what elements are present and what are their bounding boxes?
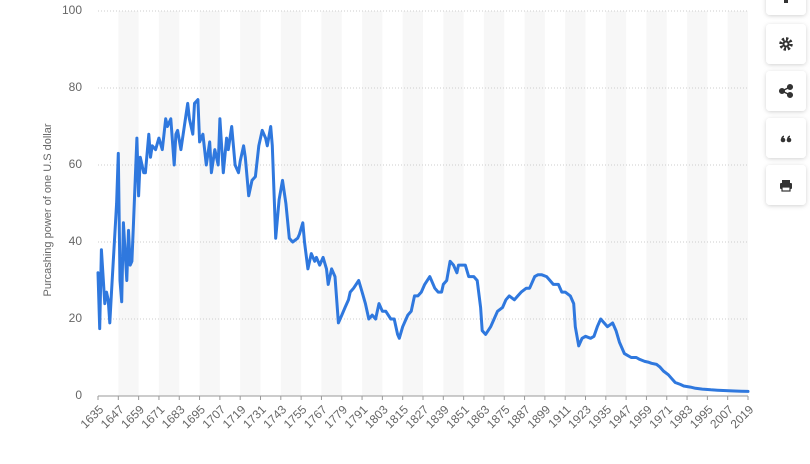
gear-icon — [779, 37, 793, 51]
print-icon — [780, 180, 792, 192]
background-band — [158, 11, 180, 396]
background-band — [402, 11, 423, 396]
plot-area: 0204060801001635164716591671168316951707… — [62, 3, 757, 431]
y-tick-label: 20 — [69, 311, 83, 325]
toolbar — [766, 0, 806, 205]
settings-button[interactable] — [766, 24, 806, 64]
background-band — [605, 11, 627, 396]
background-band — [483, 11, 505, 396]
background-band — [687, 11, 708, 396]
y-tick-label: 80 — [69, 80, 83, 94]
icon — [784, 0, 788, 3]
background-band — [443, 11, 464, 396]
background-band — [240, 11, 261, 396]
background-band — [524, 11, 545, 396]
background-band — [280, 11, 302, 396]
background-band — [727, 11, 748, 396]
x-tick-label: 2019 — [728, 402, 757, 431]
share-button[interactable] — [766, 71, 806, 111]
y-tick-label: 40 — [69, 234, 83, 248]
y-tick-label: 100 — [62, 3, 82, 17]
share-icon — [778, 83, 794, 99]
data-line — [96, 98, 750, 393]
background-band — [199, 11, 220, 396]
y-tick-label: 0 — [75, 388, 82, 402]
y-tick-label: 60 — [69, 157, 83, 171]
quote-icon — [780, 135, 792, 143]
background-band — [565, 11, 586, 396]
toolbar-button[interactable] — [766, 0, 806, 15]
y-axis-label: Purcashing power of one U.S dollar — [42, 123, 54, 296]
gear-icon — [782, 40, 790, 48]
background-band — [646, 11, 667, 396]
background-band — [118, 11, 139, 396]
background-band — [321, 11, 342, 396]
cite-button[interactable] — [766, 118, 806, 158]
background-band — [362, 11, 383, 396]
